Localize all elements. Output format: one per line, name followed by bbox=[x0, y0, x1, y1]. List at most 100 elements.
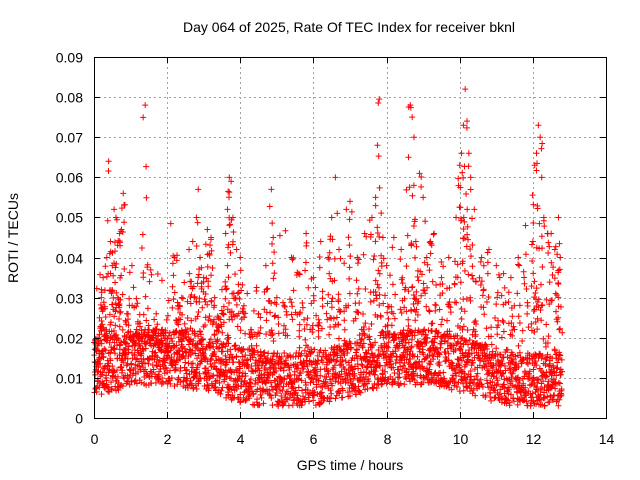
data-point bbox=[296, 349, 302, 356]
data-point bbox=[337, 255, 344, 262]
data-point bbox=[531, 278, 538, 285]
data-point bbox=[324, 316, 331, 323]
data-point bbox=[539, 245, 546, 252]
data-point bbox=[239, 353, 246, 360]
data-point bbox=[223, 286, 230, 293]
data-point bbox=[548, 230, 555, 237]
data-point bbox=[95, 364, 102, 371]
data-point bbox=[423, 339, 430, 346]
data-point bbox=[240, 302, 247, 309]
data-point bbox=[385, 331, 392, 338]
data-point bbox=[379, 328, 386, 335]
data-point bbox=[111, 368, 118, 375]
data-point bbox=[492, 394, 499, 401]
data-point bbox=[186, 246, 193, 253]
data-point bbox=[230, 359, 237, 366]
y-tick-label: 0.06 bbox=[56, 170, 83, 186]
data-point bbox=[412, 296, 419, 303]
data-point bbox=[175, 334, 182, 341]
data-point bbox=[141, 359, 148, 366]
data-point bbox=[264, 285, 271, 292]
data-point bbox=[266, 328, 273, 335]
data-point bbox=[391, 369, 398, 376]
data-point bbox=[534, 205, 541, 212]
data-point bbox=[469, 275, 476, 282]
data-point bbox=[485, 246, 492, 253]
data-point bbox=[455, 182, 462, 189]
data-point bbox=[159, 375, 166, 382]
data-point bbox=[148, 271, 155, 278]
data-point bbox=[222, 295, 229, 302]
data-point bbox=[119, 326, 126, 333]
data-point bbox=[469, 272, 476, 279]
data-point bbox=[524, 310, 531, 317]
data-point bbox=[112, 300, 119, 307]
data-point bbox=[376, 270, 383, 277]
data-point bbox=[409, 192, 416, 199]
data-point bbox=[550, 364, 557, 371]
data-point bbox=[553, 308, 560, 315]
data-point bbox=[202, 354, 209, 361]
data-point bbox=[359, 335, 366, 342]
data-point bbox=[388, 322, 395, 329]
data-point bbox=[439, 290, 446, 297]
data-point bbox=[382, 362, 389, 369]
data-point bbox=[116, 316, 123, 323]
data-point bbox=[269, 362, 276, 369]
data-point bbox=[378, 329, 385, 336]
data-point bbox=[153, 310, 160, 317]
y-tick-label: 0 bbox=[75, 411, 83, 427]
data-point bbox=[318, 325, 325, 332]
data-point bbox=[248, 387, 255, 394]
data-point bbox=[481, 342, 488, 349]
data-point bbox=[324, 300, 331, 307]
data-point bbox=[303, 321, 310, 328]
data-point bbox=[189, 238, 196, 245]
data-point bbox=[374, 142, 381, 149]
y-tick-label: 0.04 bbox=[56, 251, 83, 267]
data-point bbox=[256, 401, 263, 408]
data-point bbox=[183, 328, 190, 335]
data-point bbox=[381, 368, 388, 375]
data-point bbox=[239, 281, 246, 288]
data-point bbox=[460, 174, 467, 181]
data-point bbox=[413, 288, 420, 295]
data-point bbox=[226, 174, 233, 181]
data-point bbox=[528, 283, 535, 290]
data-point bbox=[480, 304, 487, 311]
data-point bbox=[416, 170, 423, 177]
data-point bbox=[240, 345, 247, 352]
data-point bbox=[493, 345, 500, 352]
data-point bbox=[544, 340, 551, 347]
y-tick-label: 0.01 bbox=[56, 371, 83, 387]
data-point bbox=[272, 312, 279, 319]
data-point bbox=[194, 313, 201, 320]
data-point bbox=[242, 397, 249, 404]
data-point bbox=[273, 390, 280, 397]
data-point bbox=[214, 324, 221, 331]
data-point bbox=[269, 240, 276, 247]
data-point bbox=[507, 274, 514, 281]
data-point bbox=[389, 281, 396, 288]
data-point bbox=[454, 332, 461, 339]
data-point bbox=[402, 339, 409, 346]
data-point bbox=[530, 270, 537, 277]
data-point bbox=[136, 363, 143, 370]
data-point bbox=[183, 334, 190, 341]
data-point bbox=[464, 231, 471, 238]
data-point bbox=[296, 333, 303, 340]
data-point bbox=[469, 215, 476, 222]
data-point bbox=[145, 326, 152, 333]
data-point bbox=[546, 243, 553, 250]
data-point bbox=[360, 310, 366, 317]
data-point bbox=[184, 375, 191, 382]
data-point bbox=[276, 373, 283, 380]
data-point bbox=[294, 311, 301, 318]
data-point bbox=[142, 366, 149, 373]
data-point bbox=[347, 253, 354, 260]
data-point bbox=[500, 328, 507, 335]
data-point bbox=[521, 274, 528, 281]
data-point bbox=[481, 311, 488, 318]
data-point bbox=[196, 328, 203, 335]
data-point bbox=[194, 364, 201, 371]
